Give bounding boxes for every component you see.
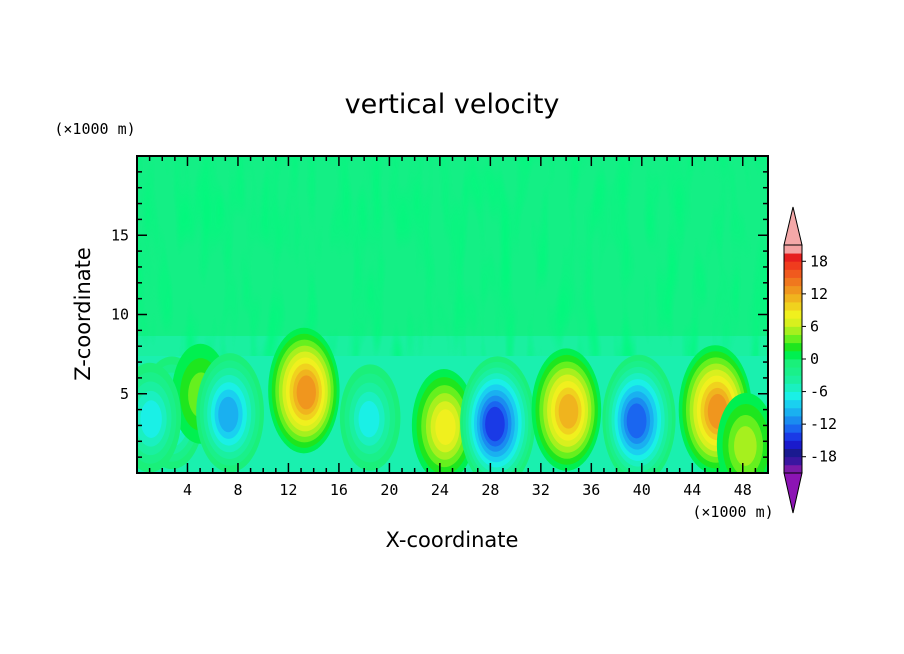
- y-tick-label: 10: [111, 306, 129, 324]
- y-tick-label: 15: [111, 226, 129, 244]
- colorbar-band: [784, 318, 802, 327]
- colorbar-tick-label: -18: [810, 448, 837, 466]
- x-axis-label: X-coordinate: [386, 528, 519, 552]
- velocity-cell: [137, 362, 182, 473]
- x-tick-label: 8: [233, 481, 242, 499]
- colorbar-band: [784, 350, 802, 360]
- x-tick-label: 44: [683, 481, 701, 499]
- contour-band: [626, 403, 647, 439]
- colorbar-band: [784, 285, 802, 295]
- x-tick-label: 48: [734, 481, 752, 499]
- velocity-cell: [196, 353, 264, 473]
- contour-band: [435, 409, 456, 445]
- velocity-cell: [716, 392, 768, 473]
- colorbar-band: [784, 334, 802, 344]
- colorbar: 18 12 6 0 -6 -12 -18: [783, 206, 837, 514]
- colorbar-tick-label: -6: [810, 383, 828, 401]
- colorbar-band: [784, 424, 802, 433]
- x-tick-label: 28: [481, 481, 499, 499]
- colorbar-band: [784, 399, 802, 409]
- x-tick-label: 12: [279, 481, 297, 499]
- colorbar-tick-label: 6: [810, 317, 819, 335]
- contour-band: [358, 400, 380, 438]
- colorbar-band: [784, 342, 802, 352]
- colorbar-band: [784, 293, 802, 303]
- colorbar-under-triangle: [783, 472, 803, 514]
- contour-band: [558, 394, 579, 429]
- velocity-cell: [531, 348, 602, 471]
- colorbar-band: [784, 464, 802, 474]
- colorbar-band: [784, 269, 802, 278]
- velocity-cell: [268, 327, 340, 454]
- contour-band: [734, 426, 757, 466]
- field-layers: [137, 156, 768, 473]
- colorbar-band: [784, 277, 802, 287]
- y-tick-label: 5: [120, 385, 129, 403]
- y-axis-unit: (×1000 m): [54, 120, 135, 138]
- colorbar-band: [784, 302, 802, 311]
- x-tick-label: 32: [532, 481, 550, 499]
- x-tick-label: 36: [582, 481, 600, 499]
- velocity-cell: [460, 356, 536, 473]
- contour-band: [218, 396, 239, 433]
- colorbar-tick-label: 18: [810, 252, 828, 270]
- colorbar-band: [784, 253, 802, 262]
- colorbar-band: [784, 432, 802, 441]
- y-axis-label: Z-coordinate: [71, 247, 95, 381]
- x-axis-unit: (×1000 m): [692, 503, 773, 521]
- x-axis: 4 8 12 16 20 24 28 32 36 40 44 48: [148, 156, 757, 499]
- velocity-cell: [339, 364, 401, 471]
- x-tick-label: 16: [330, 481, 348, 499]
- colorbar-band: [784, 407, 802, 417]
- contour-band: [140, 400, 162, 438]
- colorbar-band: [784, 310, 802, 319]
- colorbar-band: [784, 326, 802, 335]
- velocity-cells: [137, 327, 768, 473]
- chart-title: vertical velocity: [345, 89, 560, 120]
- y-axis: 5 10 15: [111, 171, 768, 458]
- colorbar-band: [784, 245, 802, 254]
- colorbar-tick-label: 0: [810, 350, 819, 368]
- contour-band: [485, 406, 505, 442]
- colorbar-band: [784, 367, 802, 376]
- colorbar-tick-label: -12: [810, 415, 837, 433]
- velocity-cell: [602, 354, 676, 473]
- colorbar-band: [784, 456, 802, 466]
- x-tick-label: 24: [431, 481, 449, 499]
- colorbar-band: [784, 416, 802, 425]
- velocity-cell: [411, 369, 477, 473]
- turbulence-texture: [137, 156, 768, 356]
- x-tick-label: 40: [633, 481, 651, 499]
- colorbar-band: [784, 375, 802, 384]
- colorbar-tick-label: 12: [810, 285, 828, 303]
- colorbar-band: [784, 359, 802, 368]
- colorbar-band: [784, 391, 802, 401]
- colorbar-band: [784, 448, 802, 458]
- colorbar-band: [784, 383, 802, 392]
- x-tick-label: 20: [380, 481, 398, 499]
- colorbar-over-triangle: [783, 206, 803, 246]
- colorbar-band: [784, 440, 802, 449]
- contour-band: [296, 375, 316, 410]
- colorbar-band: [784, 261, 802, 270]
- x-tick-label: 4: [183, 481, 192, 499]
